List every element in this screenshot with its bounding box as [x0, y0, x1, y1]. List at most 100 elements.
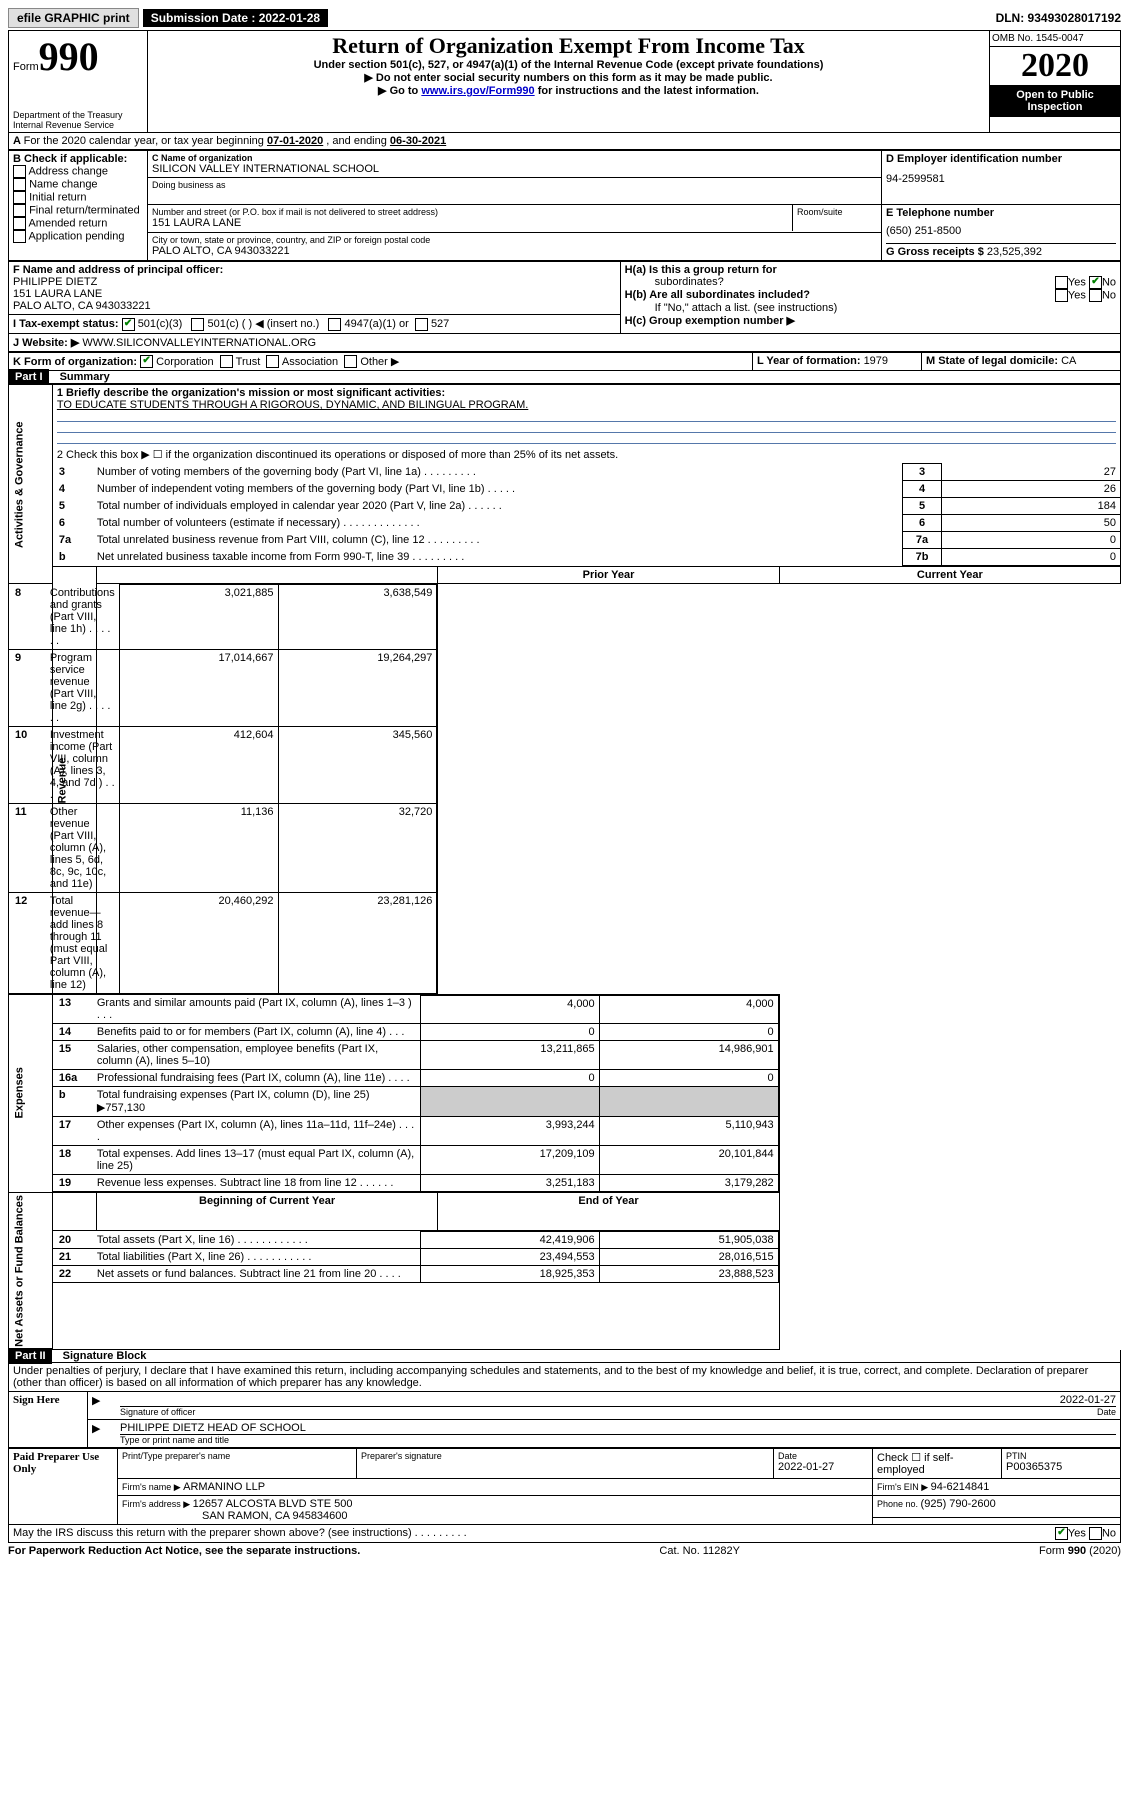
lbl-address-change: Address change: [28, 165, 108, 177]
boxd-label: D Employer identification number: [886, 153, 1116, 165]
prep-date-label: Date: [778, 1451, 868, 1461]
l2: 2 Check this box ▶ ☐ if the organization…: [52, 446, 1120, 463]
boxj-label: J Website: ▶: [13, 337, 79, 349]
table-row: 6 Total number of volunteers (estimate i…: [53, 515, 1120, 532]
vlab-netassets: Net Assets or Fund Balances: [9, 1193, 53, 1350]
table-row: 19 Revenue less expenses. Subtract line …: [53, 1175, 778, 1192]
sig-date: 2022-01-27: [1060, 1394, 1116, 1406]
chk-hb-yes[interactable]: [1055, 289, 1068, 302]
boxc-label: C Name of organization: [152, 153, 877, 163]
paid-preparer-block: Paid Preparer Use Only Print/Type prepar…: [8, 1448, 1121, 1525]
website: WWW.SILICONVALLEYINTERNATIONAL.ORG: [79, 337, 316, 349]
footer: For Paperwork Reduction Act Notice, see …: [8, 1543, 1121, 1559]
lbl-discuss-no: No: [1102, 1527, 1116, 1539]
chk-final-return[interactable]: [13, 204, 26, 217]
chk-name-change[interactable]: [13, 178, 26, 191]
form-label: Form: [13, 61, 39, 73]
lbl-no2: No: [1102, 289, 1116, 301]
dba-label: Doing business as: [152, 180, 877, 190]
discuss-row: May the IRS discuss this return with the…: [8, 1525, 1121, 1543]
form-number: 990: [39, 34, 99, 79]
chk-discuss-yes[interactable]: [1055, 1527, 1068, 1540]
chk-assoc[interactable]: [266, 355, 279, 368]
city-label: City or town, state or province, country…: [152, 235, 877, 245]
form-header: Form990 Department of the Treasury Inter…: [8, 30, 1121, 133]
boxk-label: K Form of organization:: [13, 356, 137, 368]
table-row: 3 Number of voting members of the govern…: [53, 464, 1120, 481]
chk-hb-no[interactable]: [1089, 289, 1102, 302]
table-row: 17 Other expenses (Part IX, column (A), …: [53, 1117, 778, 1146]
phone-label: Phone no.: [877, 1499, 921, 1509]
vlab-expenses: Expenses: [9, 994, 53, 1193]
firm-name: ARMANINO LLP: [183, 1481, 265, 1493]
lbl-amended: Amended return: [28, 217, 107, 229]
chk-ha-no[interactable]: [1089, 276, 1102, 289]
form-subtitle: Under section 501(c), 527, or 4947(a)(1)…: [152, 59, 985, 71]
period-end: 06-30-2021: [390, 135, 446, 147]
l1-val: TO EDUCATE STUDENTS THROUGH A RIGOROUS, …: [57, 399, 1116, 411]
hb-label: H(b) Are all subordinates included?: [625, 289, 810, 302]
date-label: Date: [1097, 1407, 1116, 1417]
tax-period: A For the 2020 calendar year, or tax yea…: [8, 133, 1121, 150]
lbl-discuss-yes: Yes: [1068, 1527, 1086, 1539]
firm-addr1: 12657 ALCOSTA BLVD STE 500: [193, 1498, 353, 1510]
form-title: Return of Organization Exempt From Incom…: [152, 33, 985, 59]
chk-4947[interactable]: [328, 318, 341, 331]
firm-name-label: Firm's name ▶: [122, 1482, 183, 1492]
boxi-label: I Tax-exempt status:: [13, 318, 119, 330]
part1-table: Activities & Governance 1 Briefly descri…: [8, 384, 1121, 1350]
officer-addr2: PALO ALTO, CA 943033221: [13, 300, 616, 312]
submission-date: Submission Date : 2022-01-28: [143, 9, 328, 27]
lbl-501c3: 501(c)(3): [138, 318, 183, 330]
table-row: 15 Salaries, other compensation, employe…: [53, 1041, 778, 1070]
ha-label: H(a) Is this a group return for: [625, 264, 777, 276]
boxb-label: B Check if applicable:: [13, 153, 143, 165]
ein: 94-2599581: [886, 173, 1116, 185]
lbl-corp: Corporation: [156, 356, 213, 368]
vlab-governance: Activities & Governance: [9, 385, 53, 584]
gross-receipts: 23,525,392: [987, 246, 1042, 258]
chk-trust[interactable]: [220, 355, 233, 368]
declaration: Under penalties of perjury, I declare th…: [8, 1363, 1121, 1391]
lbl-no: No: [1102, 276, 1116, 288]
chk-app-pending[interactable]: [13, 230, 26, 243]
sig-officer-label: Signature of officer: [120, 1407, 195, 1417]
chk-501c[interactable]: [191, 318, 204, 331]
table-row: 14 Benefits paid to or for members (Part…: [53, 1024, 778, 1041]
period-begin: 07-01-2020: [267, 135, 323, 147]
chk-527[interactable]: [415, 318, 428, 331]
irs-link[interactable]: www.irs.gov/Form990: [421, 85, 534, 97]
entity-block: B Check if applicable: Address change Na…: [8, 150, 1121, 261]
officer-name: PHILIPPE DIETZ: [13, 276, 616, 288]
col-begin: Beginning of Current Year: [96, 1193, 438, 1231]
part2-title: Part II: [9, 1348, 52, 1364]
klm-block: K Form of organization: Corporation Trus…: [8, 352, 1121, 372]
dept-label: Department of the Treasury Internal Reve…: [13, 110, 143, 130]
table-row: b Net unrelated business taxable income …: [53, 549, 1120, 566]
boxf-label: F Name and address of principal officer:: [13, 264, 223, 276]
chk-initial-return[interactable]: [13, 191, 26, 204]
table-row: 13 Grants and similar amounts paid (Part…: [53, 995, 778, 1024]
note2-post: for instructions and the latest informat…: [535, 85, 759, 97]
chk-discuss-no[interactable]: [1089, 1527, 1102, 1540]
table-row: 16a Professional fundraising fees (Part …: [53, 1070, 778, 1087]
table-row: 4 Number of independent voting members o…: [53, 481, 1120, 498]
chk-ha-yes[interactable]: [1055, 276, 1068, 289]
open-to-public: Open to Public Inspection: [990, 85, 1120, 117]
col-curr: Current Year: [779, 567, 1120, 584]
lbl-initial-return: Initial return: [29, 191, 86, 203]
table-row: 22 Net assets or fund balances. Subtract…: [53, 1266, 778, 1283]
chk-corp[interactable]: [140, 355, 153, 368]
part2-heading: Signature Block: [55, 1350, 147, 1362]
chk-address-change[interactable]: [13, 165, 26, 178]
table-row: 7a Total unrelated business revenue from…: [53, 532, 1120, 549]
efile-print-button[interactable]: efile GRAPHIC print: [8, 8, 139, 28]
vlab-revenue: Revenue: [52, 567, 96, 995]
chk-amended[interactable]: [13, 217, 26, 230]
lbl-name-change: Name change: [29, 178, 98, 190]
boxm-label: M State of legal domicile:: [926, 355, 1061, 367]
chk-other[interactable]: [344, 355, 357, 368]
chk-501c3[interactable]: [122, 318, 135, 331]
lbl-527: 527: [431, 318, 449, 330]
boxe-label: E Telephone number: [886, 207, 1116, 219]
